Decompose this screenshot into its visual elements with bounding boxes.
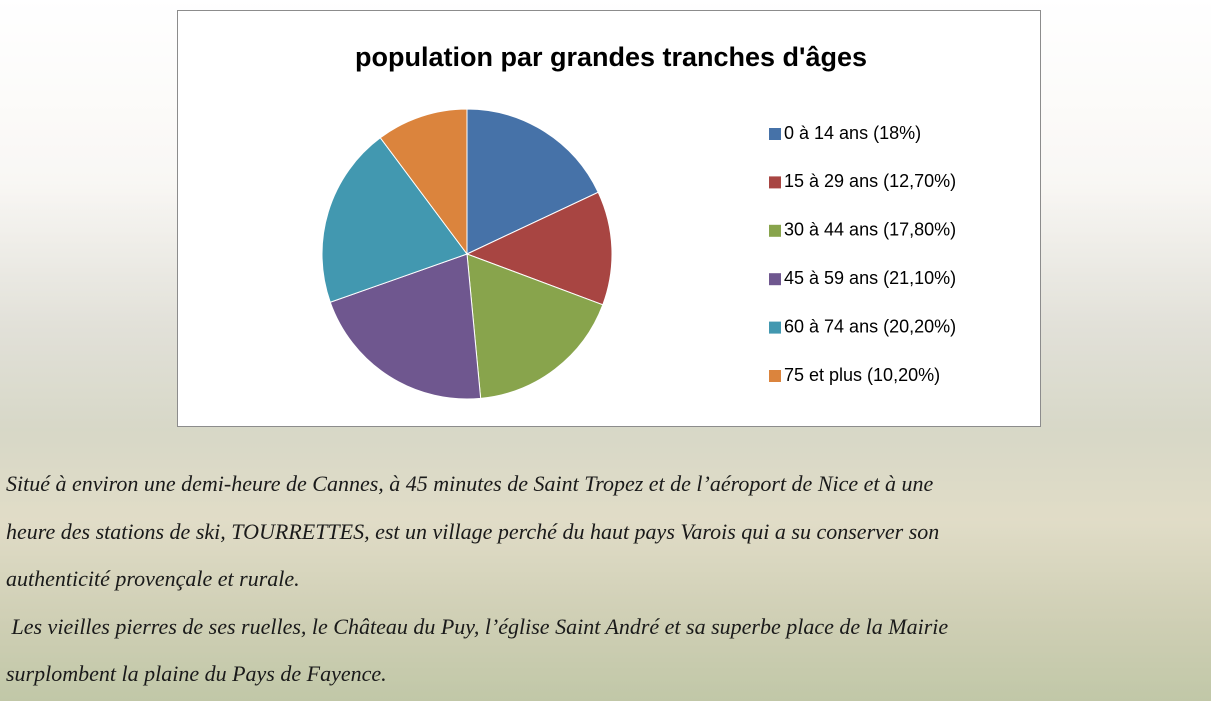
pie-slice — [466, 253, 604, 399]
text-line: Situé à environ une demi-heure de Cannes… — [6, 471, 934, 496]
legend-swatch — [769, 176, 781, 189]
text-block: Situé à environ une demi-heure de Cannes… — [6, 460, 1211, 698]
pie-slice — [465, 191, 613, 306]
legend-swatch — [769, 321, 781, 334]
chart: population par grandes tranches d'âges 0… — [321, 42, 956, 400]
text-line: heure des stations de ski, TOURRETTES, e… — [6, 518, 940, 544]
pie-slice — [329, 253, 482, 400]
text-line: authenticité provençale et rurale. — [6, 566, 300, 591]
legend-label: 45 à 59 ans (21,10%) — [784, 268, 956, 288]
legend-label: 30 à 44 ans (17,80%) — [784, 220, 956, 240]
legend-label: 15 à 29 ans (12,70%) — [784, 171, 956, 191]
legend-swatch — [769, 128, 781, 140]
legend-swatch — [769, 370, 781, 382]
legend-swatch — [769, 273, 781, 286]
chart-box: population par grandes tranches d'âges 0… — [177, 10, 1041, 427]
text-line: Les vieilles pierres de ses ruelles, le … — [6, 613, 949, 639]
pie-slice — [466, 108, 599, 255]
legend-swatch — [769, 224, 781, 237]
chart-title: population par grandes tranches d'âges — [355, 42, 867, 72]
legend-label: 60 à 74 ans (20,20%) — [784, 316, 956, 336]
legend-label: 0 à 14 ans (18%) — [784, 123, 921, 143]
pie-slice — [321, 137, 468, 303]
legend-label: 75 et plus (10,20%) — [784, 365, 940, 385]
pie-slice — [379, 108, 468, 256]
text-line: surplombent la plaine du Pays de Fayence… — [6, 661, 387, 686]
